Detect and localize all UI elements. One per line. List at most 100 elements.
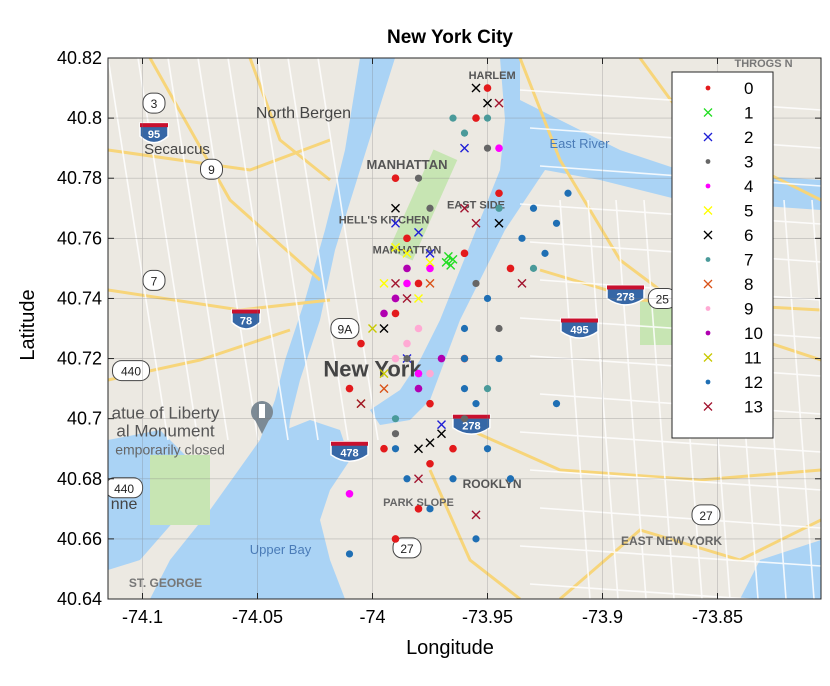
legend-marker: [703, 230, 713, 240]
map-label: al Monument: [116, 422, 215, 441]
legend-marker: [703, 279, 713, 289]
data-point: [506, 264, 515, 273]
street: [559, 199, 591, 599]
shield-number: 27: [400, 542, 414, 556]
legend-entry: 6: [703, 226, 753, 245]
data-point: [403, 475, 411, 483]
data-point: [495, 189, 503, 198]
data-point: [494, 98, 504, 108]
data-point: [426, 369, 434, 378]
legend-marker: [703, 108, 713, 117]
street: [643, 199, 675, 599]
map-label: ROOKLYN: [463, 477, 522, 491]
state-route-shield-icon: 27: [392, 537, 422, 559]
data-point: [483, 114, 492, 122]
data-point: [403, 339, 411, 348]
highway-road: [108, 138, 331, 172]
y-tick-label: 40.82: [57, 48, 102, 68]
data-point: [529, 264, 538, 272]
shield-number: 9A: [338, 323, 353, 337]
data-point: [506, 475, 515, 483]
data-point: [518, 234, 526, 242]
x-tick-label: -74.05: [232, 607, 283, 627]
state-route-shield-icon: 7: [142, 269, 166, 291]
shield-number: 7: [151, 274, 158, 288]
data-point: [379, 324, 389, 333]
data-point: [391, 430, 400, 438]
shield-number: 27: [699, 509, 713, 523]
street: [529, 469, 821, 491]
series-6: [379, 83, 504, 454]
y-tick-label: 40.72: [57, 349, 102, 369]
data-point: [446, 260, 456, 270]
data-point: [402, 293, 412, 303]
legend-marker: [703, 402, 713, 411]
legend-marker: [705, 85, 711, 91]
legend-marker: [703, 132, 713, 142]
legend-entry: 4: [705, 177, 753, 196]
map-label: North Bergen: [256, 105, 351, 122]
map-label: East River: [550, 136, 611, 151]
upper-bay: [150, 420, 350, 599]
highway-road: [559, 518, 821, 599]
series-5: [379, 242, 435, 303]
interstate-shield-icon: 278: [452, 413, 491, 435]
street: [519, 431, 821, 453]
legend-entry: 8: [703, 275, 753, 294]
data-point: [403, 234, 411, 243]
shield-number: 440: [114, 482, 134, 496]
street: [167, 58, 229, 441]
data-point: [391, 445, 400, 453]
data-point: [380, 309, 388, 318]
interstate-shield-icon: 278: [606, 284, 645, 306]
x-tick-label: -73.9: [582, 607, 623, 627]
street: [811, 199, 821, 331]
map-label: PARK SLOPE: [383, 497, 454, 509]
legend-entry: 7: [705, 251, 753, 270]
data-point: [472, 279, 480, 288]
data-point: [437, 354, 446, 363]
data-point: [391, 535, 400, 543]
data-point: [414, 474, 423, 484]
series-2: [391, 143, 469, 430]
data-point: [449, 475, 457, 483]
highway-shields: 3 95 9 7 78 440 9A 478 278 440 27 27 278 25 495: [108, 92, 721, 559]
shield-number: 25: [656, 292, 670, 306]
data-point: [495, 144, 503, 152]
highway-road: [248, 58, 331, 182]
data-point: [426, 399, 434, 408]
street: [317, 58, 379, 441]
data-point: [357, 339, 365, 348]
data-point: [460, 129, 469, 137]
legend-marker: [705, 330, 711, 336]
central-park: [388, 149, 458, 261]
data-point: [414, 444, 423, 454]
landmark-pin-icon: [251, 401, 273, 434]
series-13: [356, 98, 527, 520]
legend-label: 1: [744, 104, 753, 123]
data-point: [403, 264, 411, 273]
data-point: [391, 278, 400, 288]
data-point: [414, 384, 423, 393]
y-tick-label: 40.7: [67, 409, 102, 429]
map-label: THROGS N: [734, 58, 792, 70]
data-point: [391, 203, 400, 213]
legend-marker: [703, 353, 713, 362]
data-point: [414, 293, 423, 303]
data-point: [460, 249, 469, 258]
legend-marker: [705, 379, 711, 385]
street: [287, 58, 349, 441]
state-route-shield-icon: 3: [142, 92, 166, 114]
data-point: [391, 294, 400, 303]
data-point: [426, 505, 434, 513]
data-point: [414, 227, 423, 237]
data-point: [426, 459, 434, 468]
street: [197, 58, 259, 441]
legend-marker: [705, 183, 711, 189]
interstate-shield-icon: 495: [560, 317, 599, 339]
x-tick-label: -74.1: [122, 607, 163, 627]
data-point: [460, 385, 469, 393]
street: [227, 58, 289, 441]
street: [257, 58, 319, 441]
